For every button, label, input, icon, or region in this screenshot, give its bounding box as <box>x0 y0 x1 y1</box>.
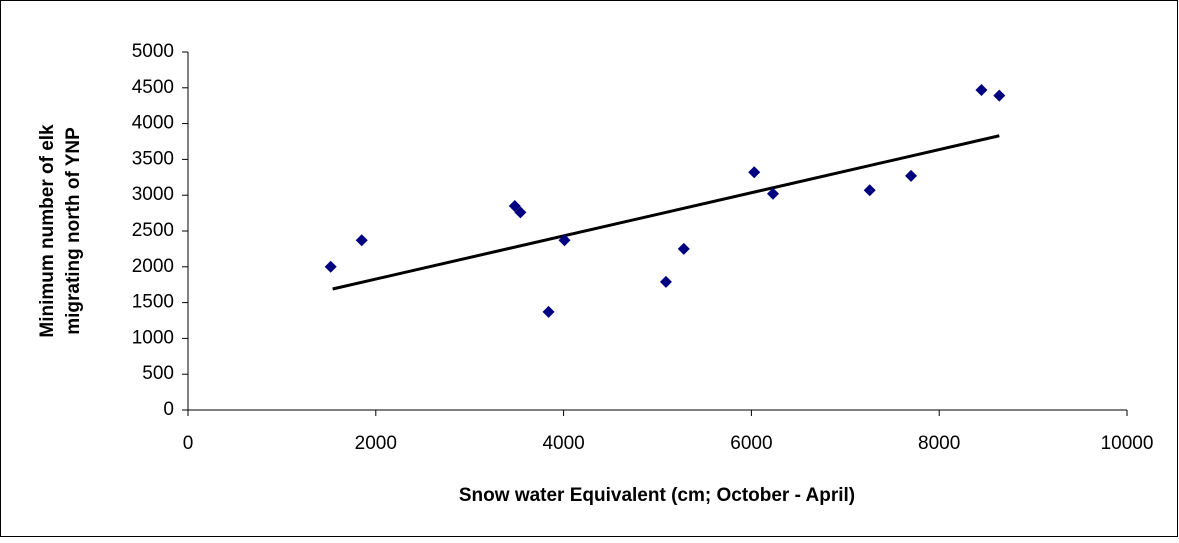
y-tick-label: 1000 <box>132 327 174 348</box>
data-point <box>905 169 918 182</box>
y-tick-label: 3000 <box>132 184 174 205</box>
data-point <box>993 89 1006 102</box>
x-tick-label: 8000 <box>918 433 960 454</box>
data-point <box>677 242 690 255</box>
x-tick-label: 4000 <box>542 433 584 454</box>
y-tick-label: 500 <box>142 363 174 384</box>
y-tick-label: 1500 <box>132 292 174 313</box>
x-tick-label: 2000 <box>355 433 397 454</box>
x-tick-label: 0 <box>183 433 194 454</box>
y-tick-label: 3500 <box>132 148 174 169</box>
y-axis-label: Minimum number of elk <box>37 124 58 338</box>
y-axis-label: migrating north of YNP <box>63 127 84 335</box>
y-tick-label: 4000 <box>132 113 174 134</box>
data-point <box>558 234 571 247</box>
data-point <box>324 260 337 273</box>
data-point <box>542 305 555 318</box>
trendline <box>332 134 1000 291</box>
data-point <box>659 275 672 288</box>
data-point <box>975 83 988 96</box>
y-tick-label: 2500 <box>132 220 174 241</box>
data-point <box>748 166 761 179</box>
y-tick-label: 0 <box>163 399 174 420</box>
y-tick-label: 5000 <box>132 41 174 62</box>
y-tick-label: 4500 <box>132 77 174 98</box>
x-tick-label: 10000 <box>1101 433 1154 454</box>
y-tick-label: 2000 <box>132 256 174 277</box>
data-point <box>863 184 876 197</box>
x-axis-label: Snow water Equivalent (cm; October - Apr… <box>459 485 855 506</box>
data-point <box>766 187 779 200</box>
data-point <box>514 206 527 219</box>
data-point <box>355 234 368 247</box>
data-point <box>508 199 521 212</box>
x-tick-label: 6000 <box>730 433 772 454</box>
